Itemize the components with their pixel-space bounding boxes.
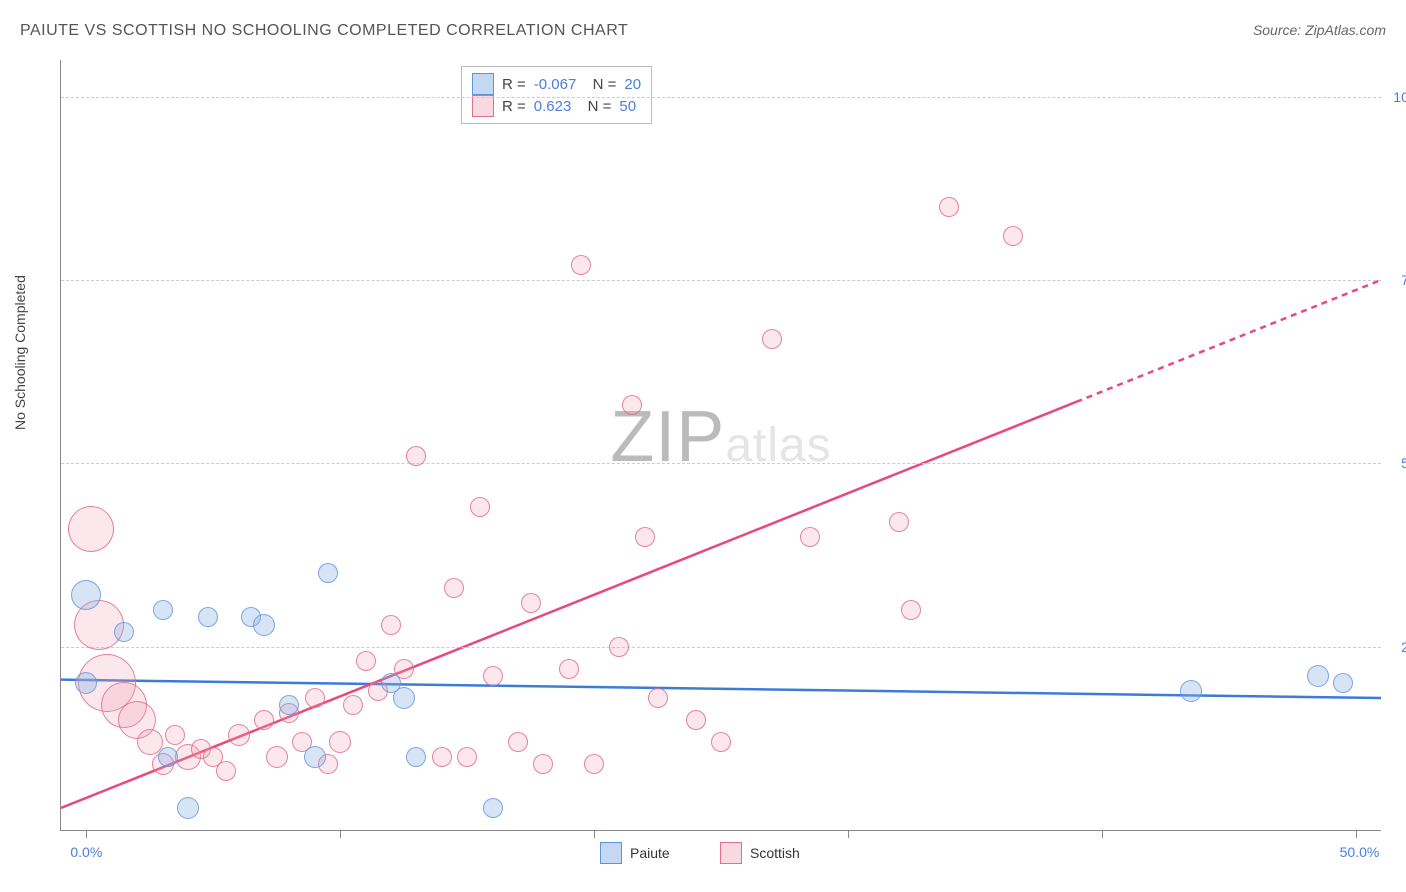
data-point <box>158 747 178 767</box>
paiute-legend-label: Paiute <box>630 845 670 861</box>
data-point <box>939 197 959 217</box>
data-point <box>432 747 452 767</box>
x-tick <box>86 830 87 838</box>
y-tick-label: 10.0% <box>1393 89 1406 105</box>
correlation-row-scottish: R = 0.623 N = 50 <box>472 95 641 117</box>
data-point <box>901 600 921 620</box>
data-point <box>305 688 325 708</box>
data-point <box>177 797 199 819</box>
data-point <box>228 724 250 746</box>
data-point <box>329 731 351 753</box>
data-point <box>253 614 275 636</box>
data-point <box>318 563 338 583</box>
data-point <box>165 725 185 745</box>
data-point <box>198 607 218 627</box>
data-point <box>648 688 668 708</box>
data-point <box>279 695 299 715</box>
data-point <box>889 512 909 532</box>
paiute-n-value: 20 <box>624 74 641 95</box>
scottish-legend-label: Scottish <box>750 845 800 861</box>
data-point <box>635 527 655 547</box>
y-axis-label: No Schooling Completed <box>12 275 28 430</box>
gridline <box>61 280 1381 281</box>
x-tick <box>1356 830 1357 838</box>
x-tick <box>1102 830 1103 838</box>
scottish-legend-swatch-icon <box>720 842 742 864</box>
y-tick-label: 7.5% <box>1401 272 1406 288</box>
data-point <box>68 506 114 552</box>
source-attribution: Source: ZipAtlas.com <box>1253 22 1386 38</box>
gridline <box>61 647 1381 648</box>
series-legend-scottish: Scottish <box>720 842 800 864</box>
data-point <box>711 732 731 752</box>
correlation-row-paiute: R = -0.067 N = 20 <box>472 73 641 95</box>
paiute-legend-swatch-icon <box>600 842 622 864</box>
data-point <box>356 651 376 671</box>
gridline <box>61 463 1381 464</box>
x-tick <box>594 830 595 838</box>
data-point <box>406 446 426 466</box>
x-tick-label: 0.0% <box>70 844 102 860</box>
x-tick <box>848 830 849 838</box>
data-point <box>571 255 591 275</box>
paiute-r-value: -0.067 <box>534 74 577 95</box>
paiute-swatch-icon <box>472 73 494 95</box>
data-point <box>1307 665 1329 687</box>
data-point <box>266 746 288 768</box>
scatter-chart: ZIPatlas R = -0.067 N = 20 R = 0.623 N =… <box>60 60 1381 831</box>
correlation-legend: R = -0.067 N = 20 R = 0.623 N = 50 <box>461 66 652 124</box>
x-tick-label: 50.0% <box>1340 844 1380 860</box>
data-point <box>508 732 528 752</box>
data-point <box>483 666 503 686</box>
data-point <box>114 622 134 642</box>
data-point <box>622 395 642 415</box>
data-point <box>470 497 490 517</box>
data-point <box>457 747 477 767</box>
data-point <box>521 593 541 613</box>
scottish-n-value: 50 <box>619 96 636 117</box>
x-tick <box>340 830 341 838</box>
data-point <box>686 710 706 730</box>
y-tick-label: 2.5% <box>1401 639 1406 655</box>
data-point <box>406 747 426 767</box>
data-point <box>609 637 629 657</box>
data-point <box>71 580 101 610</box>
data-point <box>304 746 326 768</box>
data-point <box>483 798 503 818</box>
chart-title: PAIUTE VS SCOTTISH NO SCHOOLING COMPLETE… <box>20 22 628 40</box>
scottish-r-value: 0.623 <box>534 96 572 117</box>
data-point <box>584 754 604 774</box>
series-legend-paiute: Paiute <box>600 842 670 864</box>
gridline <box>61 97 1381 98</box>
watermark: ZIPatlas <box>610 396 831 478</box>
data-point <box>800 527 820 547</box>
data-point <box>559 659 579 679</box>
data-point <box>762 329 782 349</box>
scottish-swatch-icon <box>472 95 494 117</box>
data-point <box>75 672 97 694</box>
data-point <box>343 695 363 715</box>
data-point <box>254 710 274 730</box>
y-tick-label: 5.0% <box>1401 455 1406 471</box>
data-point <box>1333 673 1353 693</box>
data-point <box>1003 226 1023 246</box>
data-point <box>153 600 173 620</box>
data-point <box>393 687 415 709</box>
data-point <box>216 761 236 781</box>
data-point <box>444 578 464 598</box>
data-point <box>533 754 553 774</box>
data-point <box>381 615 401 635</box>
data-point <box>1180 680 1202 702</box>
